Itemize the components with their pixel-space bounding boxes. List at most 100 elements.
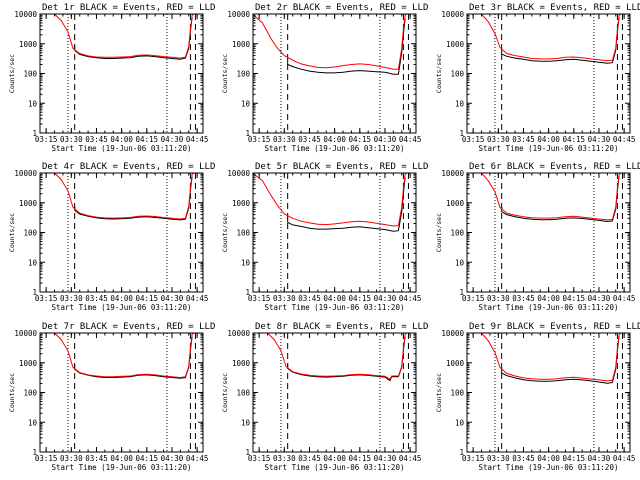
x-tick-label: 03:45 [512,454,535,463]
panel-title: Det 6r BLACK = Events, RED = LLD [469,162,640,172]
x-tick-label: 03:15 [248,135,271,144]
x-tick-label: 04:45 [613,294,636,303]
x-tick-label: 03:30 [273,294,296,303]
x-tick-label: 04:15 [349,454,372,463]
series-line-events [501,335,620,384]
x-tick-label: 04:15 [136,454,159,463]
series-line-lld [252,172,408,227]
y-tick-label: 1000 [19,199,38,208]
y-axis-label: Counts/sec [221,54,229,93]
x-tick-label: 04:45 [186,135,209,144]
x-tick-label: 03:30 [487,454,510,463]
y-tick-label: 100 [450,229,464,238]
x-axis-label: Start Time (19-Jun-06 03:11:20) [52,463,192,472]
x-tick-label: 03:30 [60,135,83,144]
y-tick-label: 10000 [14,329,37,338]
y-tick-label: 100 [450,70,464,79]
x-tick-label: 03:15 [248,454,271,463]
series-line-lld [39,13,195,59]
y-tick-label: 1 [245,448,250,457]
y-tick-label: 10 [455,258,465,267]
y-tick-label: 1 [459,288,464,297]
y-tick-label: 1 [32,129,37,138]
x-tick-label: 04:15 [563,454,586,463]
panel-title: Det 1r BLACK = Events, RED = LLD [42,3,215,13]
x-tick-label: 04:30 [588,135,611,144]
y-tick-label: 100 [236,229,250,238]
x-tick-label: 03:30 [273,454,296,463]
x-tick-label: 03:15 [462,294,485,303]
x-tick-label: 04:15 [349,135,372,144]
series-line-lld [39,332,195,379]
panel-title: Det 8r BLACK = Events, RED = LLD [255,322,428,332]
x-tick-label: 04:30 [374,294,397,303]
x-axis-label: Start Time (19-Jun-06 03:11:20) [265,463,405,472]
x-tick-label: 03:15 [35,294,58,303]
x-axis-label: Start Time (19-Jun-06 03:11:20) [265,144,405,153]
x-tick-label: 04:15 [349,294,372,303]
panel-title: Det 5r BLACK = Events, RED = LLD [255,162,428,172]
x-tick-label: 04:00 [537,454,560,463]
x-tick-label: 04:00 [323,135,346,144]
x-tick-label: 04:30 [374,454,397,463]
x-tick-label: 04:00 [110,294,133,303]
plot-frame [466,172,631,293]
y-tick-label: 100 [23,229,37,238]
y-tick-label: 10 [455,99,465,108]
y-tick-label: 10 [28,258,38,267]
y-tick-label: 1000 [232,359,251,368]
y-axis-label: Counts/sec [221,213,229,252]
x-tick-label: 03:15 [462,454,485,463]
x-tick-label: 03:45 [512,294,535,303]
series-line-lld [466,332,622,382]
panel-det-9r: Det 9r BLACK = Events, RED = LLD 1 10 100 10… [435,322,640,472]
x-tick-label: 04:45 [186,454,209,463]
x-tick-label: 04:45 [186,294,209,303]
y-tick-label: 10000 [441,169,464,178]
plot-frame [466,332,631,453]
series-line-lld [252,13,408,70]
plot-frame [39,13,204,134]
x-axis-label: Start Time (19-Jun-06 03:11:20) [52,303,192,312]
y-tick-label: 1000 [446,359,465,368]
y-tick-label: 1 [245,129,250,138]
x-axis-label: Start Time (19-Jun-06 03:11:20) [265,303,405,312]
y-tick-label: 10 [28,99,38,108]
panel-det-1r: Det 1r BLACK = Events, RED = LLD 1 10 100 10… [8,3,215,153]
series-line-events [74,335,193,379]
panel-det-4r: Det 4r BLACK = Events, RED = LLD 1 10 100 10… [8,162,215,312]
y-tick-label: 10000 [227,169,250,178]
y-tick-label: 100 [236,389,250,398]
series-line-events [74,175,193,221]
panel-det-6r: Det 6r BLACK = Events, RED = LLD 1 10 100 10… [435,162,640,312]
x-tick-label: 04:15 [136,294,159,303]
y-tick-label: 1000 [232,199,251,208]
y-tick-label: 10000 [227,329,250,338]
series-line-lld [39,172,195,220]
y-axis-label: Counts/sec [435,213,443,252]
y-tick-label: 1 [459,129,464,138]
x-tick-label: 03:45 [298,294,321,303]
x-tick-label: 04:45 [399,135,422,144]
y-tick-label: 10 [241,258,251,267]
panel-title: Det 2r BLACK = Events, RED = LLD [255,3,428,13]
y-tick-label: 10 [28,418,38,427]
x-tick-label: 04:45 [399,454,422,463]
x-tick-label: 03:15 [35,454,58,463]
y-tick-label: 1000 [19,359,38,368]
x-tick-label: 04:45 [399,294,422,303]
panel-det-8r: Det 8r BLACK = Events, RED = LLD 1 10 100 10… [221,322,428,472]
y-tick-label: 100 [23,70,37,79]
plot-frame [466,13,631,134]
y-axis-label: Counts/sec [8,373,16,412]
series-line-lld [466,172,622,221]
x-tick-label: 03:30 [60,454,83,463]
x-tick-label: 03:45 [85,135,108,144]
series-line-lld [466,13,622,62]
series-line-events [287,18,406,75]
x-tick-label: 04:45 [613,454,636,463]
y-tick-label: 10000 [441,10,464,19]
x-tick-label: 04:30 [374,135,397,144]
y-axis-label: Counts/sec [8,213,16,252]
